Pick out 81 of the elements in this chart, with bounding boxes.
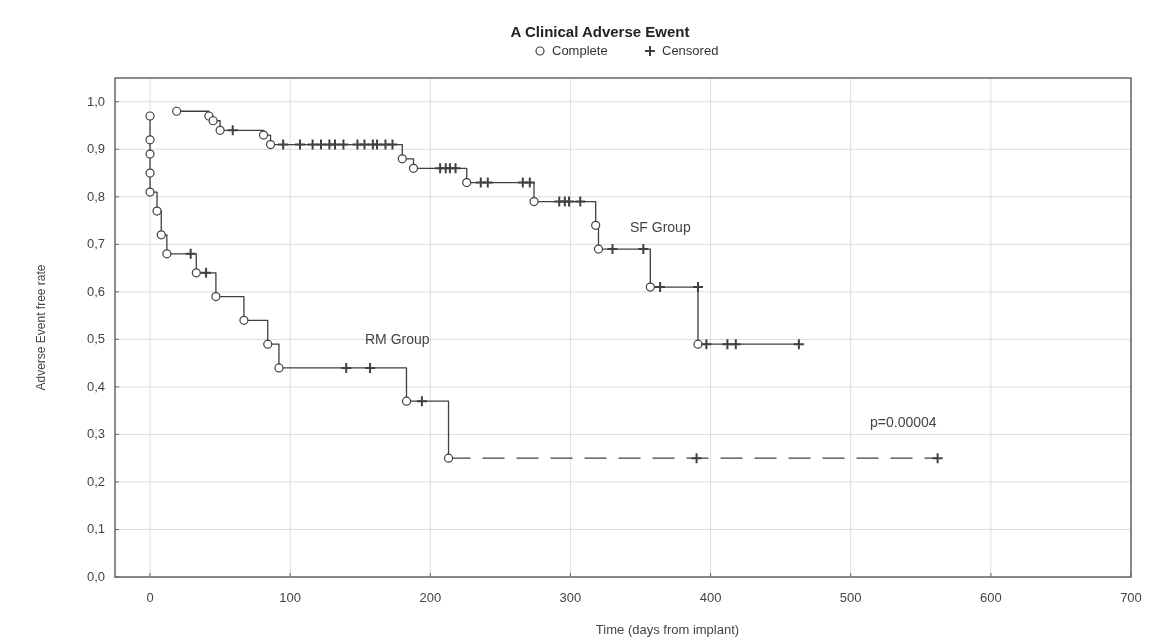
- legend-label: Complete: [552, 43, 608, 58]
- legend-label: Censored: [662, 43, 719, 58]
- point: [591, 220, 601, 230]
- x-axis-title: Time (days from implant): [595, 622, 740, 637]
- point: [730, 339, 741, 350]
- point: [701, 339, 712, 350]
- point: [208, 116, 218, 126]
- y-tick-label: 1,0: [86, 93, 105, 109]
- y-tick-label: 0,3: [86, 426, 105, 442]
- x-tick-label: 700: [1120, 590, 1142, 605]
- chart-title: A Clinical Adverse Ewent: [510, 23, 690, 40]
- point: [145, 187, 155, 197]
- point: [239, 315, 249, 325]
- x-tick-label: 500: [839, 590, 862, 605]
- point: [443, 453, 454, 463]
- point: [278, 139, 289, 150]
- point: [263, 339, 273, 349]
- point: [211, 292, 221, 302]
- point: [524, 177, 535, 188]
- point: [172, 106, 182, 116]
- point: [645, 282, 655, 292]
- y-tick-label: 0,5: [86, 331, 105, 347]
- point: [387, 139, 398, 150]
- point: [145, 111, 155, 121]
- annotation: RM Group: [365, 331, 430, 347]
- x-tick-label: 600: [980, 590, 1002, 605]
- point: [655, 282, 666, 293]
- point: [191, 268, 201, 278]
- point: [152, 206, 162, 216]
- point: [338, 139, 349, 150]
- point: [691, 453, 702, 464]
- point: [145, 168, 155, 178]
- point: [607, 244, 618, 255]
- point: [227, 125, 238, 136]
- point: [692, 282, 703, 293]
- y-tick-label: 0,4: [86, 378, 105, 394]
- x-tick-label: 300: [559, 590, 582, 605]
- point: [341, 362, 352, 373]
- point: [274, 363, 284, 373]
- y-axis-title: Adverse Event free rate: [34, 264, 48, 391]
- x-tick-label: 0: [146, 590, 154, 605]
- point: [932, 453, 943, 464]
- y-tick-label: 0,2: [86, 473, 105, 489]
- point: [462, 177, 472, 188]
- point: [529, 196, 539, 207]
- y-tick-label: 0,1: [86, 521, 105, 537]
- point: [450, 163, 461, 174]
- point: [365, 362, 376, 373]
- point: [359, 139, 370, 150]
- point: [793, 339, 804, 350]
- point: [145, 149, 155, 159]
- point: [401, 396, 412, 406]
- annotation: p=0.00004: [870, 414, 937, 430]
- point: [416, 396, 427, 407]
- point: [575, 196, 586, 207]
- y-tick-label: 0,8: [86, 188, 105, 204]
- point: [397, 154, 407, 164]
- y-tick-label: 0,9: [86, 141, 105, 157]
- y-tick-label: 0,0: [86, 569, 105, 584]
- point: [722, 339, 733, 350]
- point: [564, 196, 575, 207]
- y-tick-label: 0,7: [86, 236, 105, 252]
- point: [294, 139, 305, 150]
- x-tick-label: 200: [419, 590, 442, 605]
- point: [482, 177, 493, 188]
- annotation: SF Group: [630, 219, 691, 235]
- point: [258, 130, 269, 140]
- point: [215, 125, 225, 135]
- point: [185, 248, 196, 259]
- point: [156, 230, 166, 240]
- point: [162, 249, 172, 259]
- x-tick-label: 400: [699, 590, 722, 605]
- x-tick-label: 100: [279, 590, 302, 605]
- y-tick-label: 0,6: [86, 283, 105, 299]
- point: [201, 267, 212, 278]
- point: [693, 339, 703, 349]
- point: [408, 163, 419, 173]
- point: [593, 244, 604, 254]
- point: [265, 139, 276, 150]
- point: [638, 244, 649, 255]
- point: [145, 135, 155, 145]
